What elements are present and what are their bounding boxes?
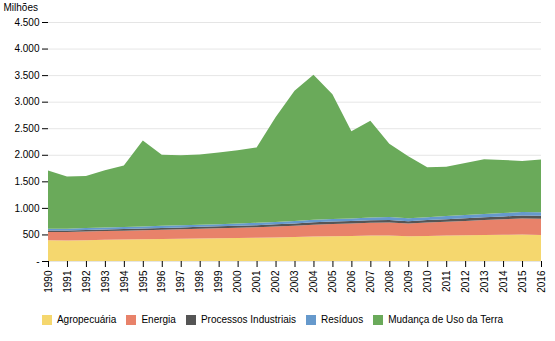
html-text:Agropecuária: Agropecuária: [56, 314, 117, 325]
svg-text:2.000: 2.000: [14, 149, 39, 160]
svg-text:1996: 1996: [156, 270, 167, 293]
svg-text:3.500: 3.500: [14, 70, 39, 81]
svg-text:2015: 2015: [517, 270, 528, 293]
html-text:Mudança de Uso da Terra: Mudança de Uso da Terra: [388, 314, 504, 325]
svg-text:2010: 2010: [422, 270, 433, 293]
svg-text:500: 500: [23, 229, 40, 240]
svg-text:2003: 2003: [289, 270, 300, 293]
svg-text:2.500: 2.500: [14, 123, 39, 134]
svg-text:1997: 1997: [175, 270, 186, 293]
svg-text:3.000: 3.000: [14, 96, 39, 107]
svg-text:2012: 2012: [460, 270, 471, 293]
svg-text:1999: 1999: [213, 270, 224, 293]
svg-text:1991: 1991: [62, 270, 73, 293]
svg-text:2001: 2001: [251, 270, 262, 293]
html-text:Resíduos: Resíduos: [320, 314, 364, 325]
svg-text:1998: 1998: [194, 270, 205, 293]
svg-text:2013: 2013: [479, 270, 490, 293]
svg-text:2002: 2002: [270, 270, 281, 293]
html-text:Processos Industriais: Processos Industriais: [200, 314, 296, 325]
svg-text:Milhões: Milhões: [4, 2, 38, 13]
svg-text:-: -: [36, 256, 39, 267]
svg-text:4.000: 4.000: [14, 43, 39, 54]
svg-text:2014: 2014: [498, 270, 509, 293]
svg-text:1992: 1992: [81, 270, 92, 293]
svg-text:1994: 1994: [119, 270, 130, 293]
svg-text:2007: 2007: [365, 270, 376, 293]
svg-text:1.000: 1.000: [14, 203, 39, 214]
svg-text:2000: 2000: [232, 270, 243, 293]
svg-text:2004: 2004: [308, 270, 319, 293]
svg-text:2016: 2016: [536, 270, 547, 293]
svg-text:2008: 2008: [384, 270, 395, 293]
svg-text:2005: 2005: [327, 270, 338, 293]
svg-text:2009: 2009: [403, 270, 414, 293]
html-text:Energia: Energia: [141, 314, 176, 325]
svg-text:1.500: 1.500: [14, 176, 39, 187]
svg-text:1990: 1990: [43, 270, 54, 293]
svg-text:1993: 1993: [100, 270, 111, 293]
svg-text:2011: 2011: [441, 270, 452, 292]
svg-text:2006: 2006: [346, 270, 357, 293]
svg-text:1995: 1995: [138, 270, 149, 293]
svg-text:4.500: 4.500: [14, 17, 39, 28]
